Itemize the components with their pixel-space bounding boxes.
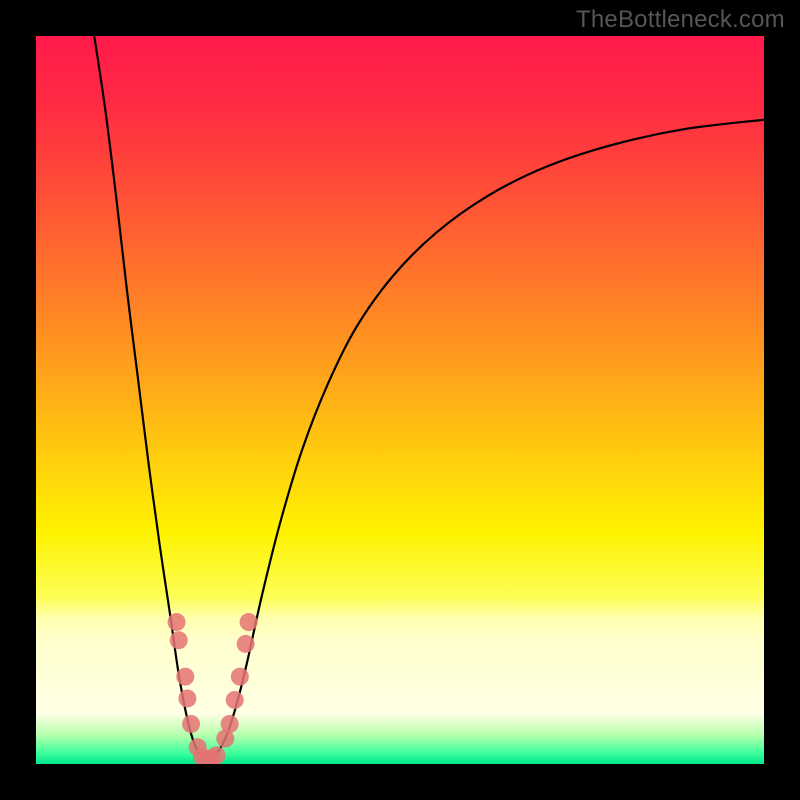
data-marker [178,689,196,707]
data-marker [170,631,188,649]
data-marker [182,715,200,733]
data-marker [168,613,186,631]
data-marker [231,668,249,686]
watermark-text: TheBottleneck.com [576,6,785,34]
data-marker [208,746,226,764]
data-marker [176,668,194,686]
gradient-background [36,36,764,764]
chart-svg [36,36,764,764]
data-marker [240,613,258,631]
data-marker [221,715,239,733]
data-marker [226,691,244,709]
plot-area [36,36,764,764]
data-marker [237,635,255,653]
